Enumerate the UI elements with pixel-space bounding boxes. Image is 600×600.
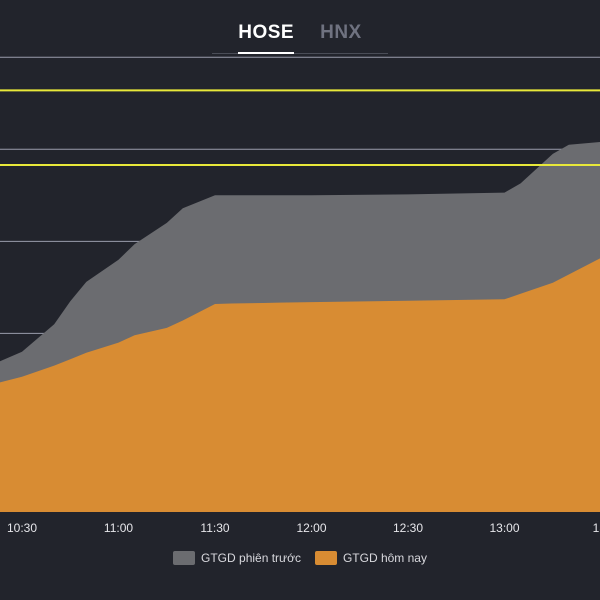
chart-legend: GTGD phiên trước GTGD hôm nay: [0, 551, 600, 565]
x-tick-label: 11:00: [104, 521, 133, 535]
x-tick-label: 11:30: [200, 521, 229, 535]
tab-bar: HOSE HNX: [212, 14, 388, 54]
x-axis-ticks: 10:30 11:00 11:30 12:00 12:30 13:00 13:: [7, 521, 600, 535]
legend-item-today[interactable]: GTGD hôm nay: [314, 551, 427, 565]
exchange-tabs: HOSE HNX: [0, 14, 600, 54]
x-tick-label: 13:: [593, 521, 600, 535]
tab-hose[interactable]: HOSE: [238, 22, 295, 43]
reference-line-layer: [0, 89, 600, 166]
area-today: [0, 258, 600, 512]
legend-label-previous: GTGD phiên trước: [201, 551, 301, 565]
x-tick-label: 12:30: [393, 521, 423, 535]
legend-swatch-today: [314, 551, 337, 565]
legend-item-previous[interactable]: GTGD phiên trước: [173, 551, 301, 565]
x-tick-label: 12:00: [296, 521, 326, 535]
area-layer: [0, 141, 600, 512]
x-tick-label: 10:30: [7, 521, 37, 535]
x-tick-label: 13:00: [489, 521, 519, 535]
legend-label-today: GTGD hôm nay: [342, 551, 427, 565]
tab-hnx[interactable]: HNX: [320, 22, 362, 43]
legend-swatch-previous: [173, 551, 196, 565]
